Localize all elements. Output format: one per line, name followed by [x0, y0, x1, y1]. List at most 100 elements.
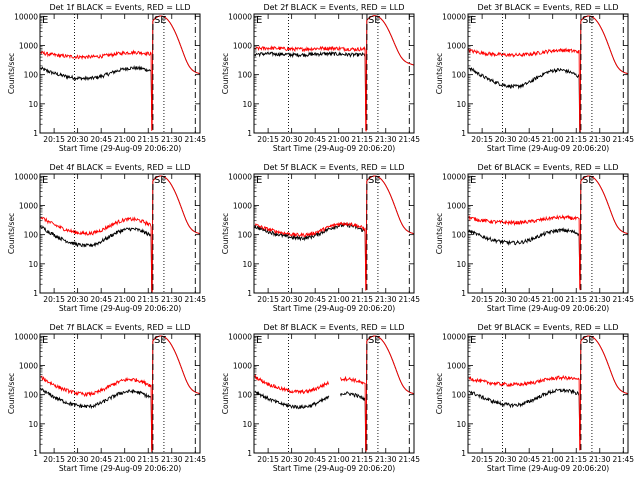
- x-tick-label: 21:00: [114, 295, 136, 304]
- flag-e: E: [42, 15, 48, 26]
- flag-se: SE: [582, 175, 595, 186]
- panel-title: Det 9f BLACK = Events, RED = LLD: [477, 323, 618, 332]
- y-axis-label: Counts/sec: [7, 213, 16, 254]
- det-panel: Det 6f BLACK = Events, RED = LLD 1 10 100 10…: [435, 163, 634, 313]
- x-axis-label: Start Time (29-Aug-09 20:06:20): [487, 304, 609, 313]
- panel-title: Det 7f BLACK = Events, RED = LLD: [49, 323, 190, 332]
- events-series-line: [254, 15, 414, 116]
- y-tick-label: 1: [247, 449, 252, 458]
- plot-frame: [253, 333, 415, 454]
- flag-se: SE: [582, 15, 595, 26]
- panel-title: Det 6f BLACK = Events, RED = LLD: [477, 163, 618, 172]
- x-tick-label: 20:45: [518, 295, 540, 304]
- flag-e: E: [470, 175, 476, 186]
- x-tick-label: 20:30: [495, 455, 517, 464]
- y-tick-label: 1: [33, 449, 38, 458]
- x-tick-label: 21:00: [542, 295, 564, 304]
- x-tick-label: 21:45: [184, 295, 206, 304]
- panel-title: Det 4f BLACK = Events, RED = LLD: [49, 163, 190, 172]
- x-tick-label: 20:30: [281, 455, 303, 464]
- x-tick-label: 20:30: [495, 295, 517, 304]
- x-tick-label: 21:45: [612, 295, 634, 304]
- x-tick-label: 21:15: [351, 135, 373, 144]
- flag-e: E: [256, 335, 262, 346]
- x-tick-label: 20:15: [43, 135, 65, 144]
- flag-se: SE: [154, 175, 167, 186]
- y-tick-label: 1000: [19, 41, 38, 50]
- y-tick-label: 10000: [228, 12, 252, 21]
- x-tick-label: 21:15: [137, 135, 159, 144]
- x-tick-label: 20:45: [518, 135, 540, 144]
- x-axis-label: Start Time (29-Aug-09 20:06:20): [59, 464, 181, 473]
- x-tick-label: 21:15: [351, 295, 373, 304]
- plot-frame: [253, 13, 415, 134]
- y-tick-label: 1000: [233, 201, 252, 210]
- det-panel: Det 5f BLACK = Events, RED = LLD 1 10 100 10…: [221, 163, 420, 313]
- y-tick-label: 10: [28, 420, 38, 429]
- x-axis-label: Start Time (29-Aug-09 20:06:20): [59, 304, 181, 313]
- x-tick-label: 20:45: [90, 135, 112, 144]
- y-tick-label: 1: [247, 289, 252, 298]
- y-tick-label: 100: [24, 231, 39, 240]
- y-axis-label: Counts/sec: [7, 53, 16, 94]
- x-tick-label: 21:45: [398, 455, 420, 464]
- x-tick-label: 20:15: [471, 135, 493, 144]
- y-tick-label: 1: [247, 129, 252, 138]
- x-tick-label: 21:45: [398, 135, 420, 144]
- x-tick-label: 20:30: [67, 295, 89, 304]
- events-series-line: [468, 335, 628, 437]
- flag-e: E: [256, 15, 262, 26]
- y-tick-label: 1000: [447, 201, 466, 210]
- det-panel: Det 8f BLACK = Events, RED = LLD 1 10 100 10…: [221, 323, 420, 473]
- panel-title: Det 2f BLACK = Events, RED = LLD: [263, 3, 404, 12]
- x-tick-label: 21:45: [184, 455, 206, 464]
- y-tick-label: 10: [456, 260, 466, 269]
- x-tick-label: 20:15: [43, 295, 65, 304]
- y-tick-label: 10: [28, 260, 38, 269]
- panel-title: Det 8f BLACK = Events, RED = LLD: [263, 323, 404, 332]
- x-axis-label: Start Time (29-Aug-09 20:06:20): [487, 144, 609, 153]
- det-panel: Det 4f BLACK = Events, RED = LLD 1 10 100 10…: [7, 163, 206, 313]
- y-tick-label: 10000: [228, 172, 252, 181]
- y-tick-label: 100: [238, 391, 253, 400]
- y-axis-label: Counts/sec: [435, 373, 444, 414]
- x-tick-label: 21:00: [328, 135, 350, 144]
- plot-frame: [467, 333, 629, 454]
- x-tick-label: 20:15: [43, 455, 65, 464]
- x-tick-label: 21:30: [589, 455, 611, 464]
- plot-frame: [467, 173, 629, 294]
- y-axis-label: Counts/sec: [221, 53, 230, 94]
- y-tick-label: 1000: [233, 41, 252, 50]
- y-axis-label: Counts/sec: [221, 373, 230, 414]
- x-tick-label: 20:45: [90, 455, 112, 464]
- lld-series-line: [468, 175, 628, 291]
- x-tick-label: 21:45: [184, 135, 206, 144]
- x-tick-label: 21:30: [375, 455, 397, 464]
- lld-series-line: [254, 15, 414, 132]
- x-axis-label: Start Time (29-Aug-09 20:06:20): [273, 304, 395, 313]
- x-tick-label: 21:30: [589, 295, 611, 304]
- x-tick-label: 21:15: [565, 295, 587, 304]
- x-tick-label: 21:30: [375, 295, 397, 304]
- x-tick-label: 20:45: [304, 455, 326, 464]
- events-series-line: [40, 15, 200, 118]
- y-tick-label: 100: [238, 71, 253, 80]
- x-tick-label: 20:30: [281, 135, 303, 144]
- x-tick-label: 21:15: [565, 455, 587, 464]
- y-tick-label: 10: [28, 100, 38, 109]
- x-tick-label: 21:00: [114, 455, 136, 464]
- x-axis-label: Start Time (29-Aug-09 20:06:20): [487, 464, 609, 473]
- panel-title: Det 3f BLACK = Events, RED = LLD: [477, 3, 618, 12]
- panel-title: Det 1f BLACK = Events, RED = LLD: [49, 3, 190, 12]
- y-tick-label: 100: [24, 391, 39, 400]
- flag-se: SE: [368, 175, 381, 186]
- lld-series-line: [254, 175, 414, 291]
- plot-frame: [39, 173, 201, 294]
- det-panel: Det 7f BLACK = Events, RED = LLD 1 10 100 10…: [7, 323, 206, 473]
- x-tick-label: 21:45: [612, 135, 634, 144]
- x-tick-label: 21:00: [542, 455, 564, 464]
- x-tick-label: 20:30: [67, 135, 89, 144]
- y-tick-label: 10: [242, 260, 252, 269]
- y-tick-label: 10: [242, 420, 252, 429]
